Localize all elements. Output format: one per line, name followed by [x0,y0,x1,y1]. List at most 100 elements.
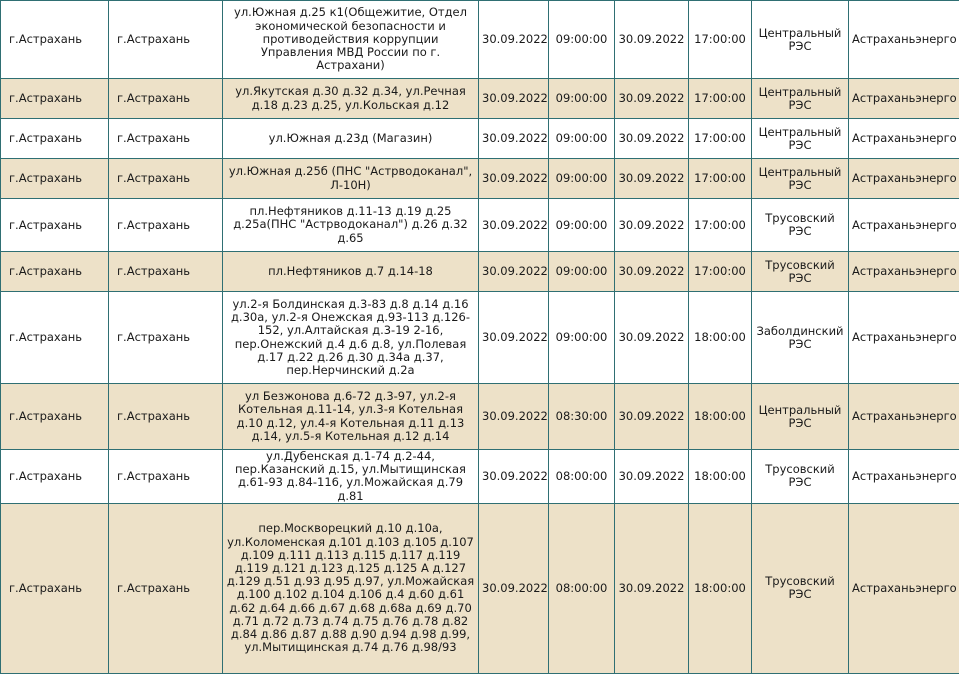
city-cell: г.Астрахань [109,119,223,159]
res-cell: Заболдинский РЭС [752,292,849,384]
table-row: г.Астрахань г.Астрахань ул.Южная д.25 к1… [1,1,959,79]
end-time-cell: 18:00:00 [689,292,752,384]
address-cell: ул.Якутская д.30 д.32 д.34, ул.Речная д.… [223,79,479,119]
address-cell: ул.Южная д.25б (ПНС "Астрводоканал", Л-1… [223,159,479,199]
start-time-cell: 08:30:00 [549,384,615,450]
city-cell: г.Астрахань [109,292,223,384]
end-time-cell: 17:00:00 [689,199,752,252]
end-date-cell: 30.09.2022 [615,252,689,292]
start-time-cell: 08:00:00 [549,503,615,673]
start-date-cell: 30.09.2022 [479,292,549,384]
end-date-cell: 30.09.2022 [615,79,689,119]
start-date-cell: 30.09.2022 [479,79,549,119]
company-cell: Астраханьэнерго [849,292,959,384]
end-date-cell: 30.09.2022 [615,159,689,199]
address-cell: ул.Южная д.23д (Магазин) [223,119,479,159]
company-cell: Астраханьэнерго [849,503,959,673]
start-time-cell: 09:00:00 [549,159,615,199]
end-date-cell: 30.09.2022 [615,119,689,159]
end-time-cell: 17:00:00 [689,1,752,79]
res-cell: Центральный РЭС [752,79,849,119]
company-cell: Астраханьэнерго [849,199,959,252]
region-cell: г.Астрахань [1,503,109,673]
end-date-cell: 30.09.2022 [615,1,689,79]
city-cell: г.Астрахань [109,159,223,199]
table-row: г.Астрахань г.Астрахань пл.Нефтяников д.… [1,199,959,252]
res-cell: Центральный РЭС [752,119,849,159]
start-date-cell: 30.09.2022 [479,159,549,199]
res-cell: Центральный РЭС [752,384,849,450]
region-cell: г.Астрахань [1,159,109,199]
table-row: г.Астрахань г.Астрахань ул.Якутская д.30… [1,79,959,119]
start-time-cell: 09:00:00 [549,79,615,119]
end-time-cell: 17:00:00 [689,252,752,292]
end-time-cell: 18:00:00 [689,384,752,450]
city-cell: г.Астрахань [109,199,223,252]
address-cell: ул.2-я Болдинская д.3-83 д.8 д.14 д.16 д… [223,292,479,384]
res-cell: Центральный РЭС [752,159,849,199]
city-cell: г.Астрахань [109,1,223,79]
end-time-cell: 17:00:00 [689,119,752,159]
start-date-cell: 30.09.2022 [479,503,549,673]
start-time-cell: 09:00:00 [549,199,615,252]
start-time-cell: 09:00:00 [549,292,615,384]
res-cell: Трусовский РЭС [752,199,849,252]
region-cell: г.Астрахань [1,384,109,450]
end-time-cell: 17:00:00 [689,79,752,119]
company-cell: Астраханьэнерго [849,119,959,159]
region-cell: г.Астрахань [1,1,109,79]
end-date-cell: 30.09.2022 [615,199,689,252]
table-row: г.Астрахань г.Астрахань пер.Москворецкий… [1,503,959,673]
end-date-cell: 30.09.2022 [615,292,689,384]
end-date-cell: 30.09.2022 [615,503,689,673]
res-cell: Центральный РЭС [752,1,849,79]
end-time-cell: 18:00:00 [689,450,752,504]
start-date-cell: 30.09.2022 [479,252,549,292]
address-cell: пер.Москворецкий д.10 д.10а, ул.Коломенс… [223,503,479,673]
start-date-cell: 30.09.2022 [479,384,549,450]
table-row: г.Астрахань г.Астрахань ул.Южная д.25б (… [1,159,959,199]
start-date-cell: 30.09.2022 [479,1,549,79]
region-cell: г.Астрахань [1,292,109,384]
region-cell: г.Астрахань [1,79,109,119]
table-row: г.Астрахань г.Астрахань ул.Дубенская д.1… [1,450,959,504]
company-cell: Астраханьэнерго [849,384,959,450]
company-cell: Астраханьэнерго [849,450,959,504]
table-row: г.Астрахань г.Астрахань ул Безжонова д.6… [1,384,959,450]
city-cell: г.Астрахань [109,384,223,450]
address-cell: ул Безжонова д.6-72 д.3-97, ул.2-я Котел… [223,384,479,450]
start-time-cell: 09:00:00 [549,1,615,79]
address-cell: ул.Южная д.25 к1(Общежитие, Отдел эконом… [223,1,479,79]
start-date-cell: 30.09.2022 [479,199,549,252]
city-cell: г.Астрахань [109,252,223,292]
address-cell: пл.Нефтяников д.11-13 д.19 д.25 д.25а(ПН… [223,199,479,252]
company-cell: Астраханьэнерго [849,1,959,79]
end-date-cell: 30.09.2022 [615,384,689,450]
region-cell: г.Астрахань [1,199,109,252]
table-row: г.Астрахань г.Астрахань ул.2-я Болдинска… [1,292,959,384]
city-cell: г.Астрахань [109,450,223,504]
start-time-cell: 09:00:00 [549,119,615,159]
start-time-cell: 09:00:00 [549,252,615,292]
company-cell: Астраханьэнерго [849,79,959,119]
company-cell: Астраханьэнерго [849,252,959,292]
address-cell: ул.Дубенская д.1-74 д.2-44, пер.Казански… [223,450,479,504]
end-time-cell: 17:00:00 [689,159,752,199]
table-row: г.Астрахань г.Астрахань пл.Нефтяников д.… [1,252,959,292]
region-cell: г.Астрахань [1,119,109,159]
end-date-cell: 30.09.2022 [615,450,689,504]
start-time-cell: 08:00:00 [549,450,615,504]
region-cell: г.Астрахань [1,252,109,292]
company-cell: Астраханьэнерго [849,159,959,199]
start-date-cell: 30.09.2022 [479,119,549,159]
city-cell: г.Астрахань [109,79,223,119]
table-row: г.Астрахань г.Астрахань ул.Южная д.23д (… [1,119,959,159]
end-time-cell: 18:00:00 [689,503,752,673]
address-cell: пл.Нефтяников д.7 д.14-18 [223,252,479,292]
city-cell: г.Астрахань [109,503,223,673]
region-cell: г.Астрахань [1,450,109,504]
start-date-cell: 30.09.2022 [479,450,549,504]
res-cell: Трусовский РЭС [752,450,849,504]
res-cell: Трусовский РЭС [752,503,849,673]
